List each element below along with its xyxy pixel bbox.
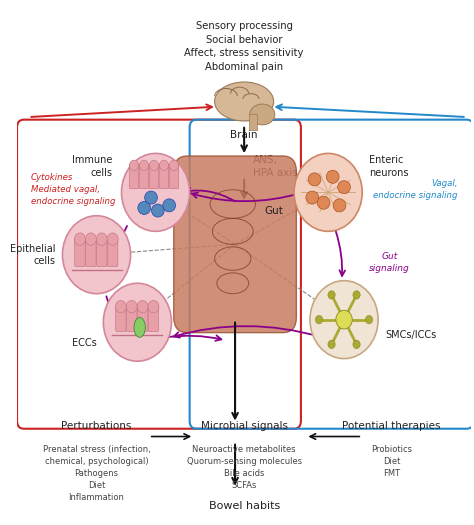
Text: Vagal,
endocrine signaling: Vagal, endocrine signaling (373, 180, 457, 200)
Text: ANS,
HPA axis: ANS, HPA axis (253, 155, 298, 177)
Text: Probiotics
Diet
FMT: Probiotics Diet FMT (371, 445, 412, 478)
Circle shape (126, 300, 137, 313)
FancyBboxPatch shape (148, 305, 159, 332)
Text: ECCs: ECCs (72, 338, 97, 348)
Circle shape (365, 316, 373, 324)
FancyBboxPatch shape (129, 164, 139, 189)
Ellipse shape (306, 191, 319, 204)
Bar (249, 114, 257, 130)
FancyBboxPatch shape (149, 164, 159, 189)
Circle shape (328, 291, 335, 299)
Ellipse shape (317, 196, 330, 209)
Text: SMCs/ICCs: SMCs/ICCs (385, 330, 436, 340)
Circle shape (85, 233, 96, 245)
Ellipse shape (138, 202, 151, 214)
FancyBboxPatch shape (86, 238, 96, 267)
FancyBboxPatch shape (159, 164, 169, 189)
Text: Gut: Gut (264, 206, 283, 216)
Circle shape (148, 300, 159, 313)
Text: Prenatal stress (infection,
chemical, psychological)
Pathogens
Diet
Inflammation: Prenatal stress (infection, chemical, ps… (43, 445, 150, 501)
Circle shape (129, 160, 138, 171)
Ellipse shape (326, 170, 339, 183)
FancyBboxPatch shape (116, 305, 126, 332)
Circle shape (336, 310, 352, 329)
FancyBboxPatch shape (137, 305, 148, 332)
FancyBboxPatch shape (169, 164, 179, 189)
Text: Sensory processing
Social behavior
Affect, stress sensitivity
Abdominal pain: Sensory processing Social behavior Affec… (184, 21, 304, 72)
Circle shape (149, 160, 158, 171)
Circle shape (315, 316, 323, 324)
Text: Immune
cells: Immune cells (72, 155, 112, 177)
FancyBboxPatch shape (174, 156, 296, 333)
Circle shape (328, 340, 335, 349)
FancyBboxPatch shape (127, 305, 137, 332)
Text: Bowel habits: Bowel habits (209, 501, 280, 511)
Text: Gut
signaling: Gut signaling (369, 252, 410, 273)
FancyBboxPatch shape (97, 238, 107, 267)
Text: Cytokines
Mediated vagal,
endocrine signaling: Cytokines Mediated vagal, endocrine sign… (31, 173, 115, 206)
Circle shape (310, 281, 378, 359)
Ellipse shape (333, 199, 346, 212)
Text: Perturbations: Perturbations (61, 422, 132, 432)
FancyBboxPatch shape (75, 238, 85, 267)
Circle shape (107, 233, 118, 245)
Circle shape (74, 233, 85, 245)
Circle shape (63, 216, 131, 293)
Circle shape (96, 233, 107, 245)
Circle shape (353, 291, 360, 299)
Ellipse shape (215, 82, 273, 121)
Text: Brain: Brain (230, 130, 258, 140)
FancyBboxPatch shape (108, 238, 118, 267)
Circle shape (137, 300, 148, 313)
Text: Neuroactive metabolites
Quorum-sensing molecules
Bile acids
SCFAs: Neuroactive metabolites Quorum-sensing m… (187, 445, 301, 490)
Circle shape (169, 160, 179, 171)
Circle shape (103, 284, 172, 361)
Text: Potential therapies: Potential therapies (343, 422, 441, 432)
Circle shape (139, 160, 148, 171)
Circle shape (353, 340, 360, 349)
Text: Epithelial
cells: Epithelial cells (10, 244, 55, 266)
Ellipse shape (134, 318, 146, 337)
Ellipse shape (250, 104, 275, 125)
Ellipse shape (337, 181, 350, 194)
Circle shape (121, 153, 190, 232)
Circle shape (115, 300, 126, 313)
Circle shape (294, 153, 362, 232)
Ellipse shape (163, 199, 175, 212)
Text: Microbial signals: Microbial signals (201, 422, 288, 432)
Text: Enteric
neurons: Enteric neurons (369, 155, 409, 177)
Ellipse shape (152, 204, 164, 217)
FancyBboxPatch shape (139, 164, 149, 189)
Circle shape (159, 160, 169, 171)
Ellipse shape (145, 191, 157, 204)
Ellipse shape (308, 173, 321, 186)
